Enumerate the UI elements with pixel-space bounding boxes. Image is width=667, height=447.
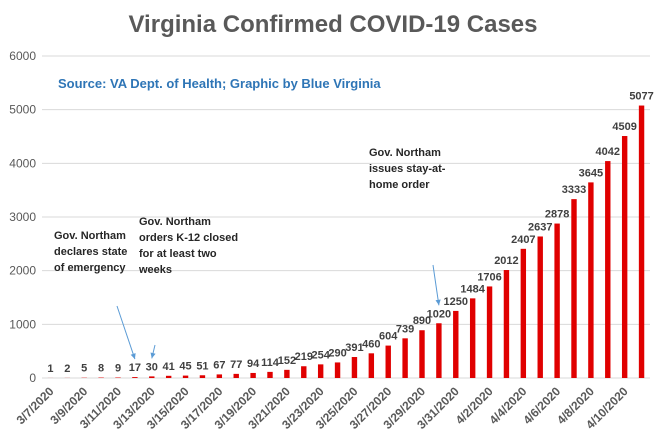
data-label: 8	[98, 363, 104, 375]
bar	[199, 375, 206, 378]
y-tick-label: 6000	[9, 49, 36, 63]
bar	[165, 375, 172, 378]
data-label: 17	[129, 362, 141, 374]
annotation-text: Gov. Northam orders K-12 closed for at lea…	[138, 216, 238, 276]
y-tick-label: 4000	[9, 156, 36, 170]
bar	[334, 362, 341, 378]
data-label: 890	[413, 315, 431, 327]
data-label: 604	[379, 331, 398, 343]
bar	[419, 330, 425, 378]
data-label: 9	[115, 363, 121, 375]
bar	[267, 371, 273, 378]
data-label: 1	[47, 363, 53, 375]
chart-subtitle: Source: VA Dept. of Health; Graphic by B…	[58, 76, 381, 91]
data-label: 219	[295, 351, 313, 363]
y-tick-label: 0	[29, 371, 36, 385]
bar	[250, 372, 256, 378]
y-axis: 0 1000 2000 3000 4000 5000 6000	[9, 49, 36, 385]
bar	[503, 270, 510, 378]
bar	[571, 199, 577, 378]
bar	[621, 136, 628, 378]
data-label: 460	[362, 338, 380, 350]
gridlines	[42, 55, 650, 379]
data-label: 51	[196, 360, 208, 372]
data-label: 3333	[562, 184, 586, 196]
y-tick-label: 3000	[9, 210, 36, 224]
data-label: 41	[163, 361, 175, 373]
annotation-arrowhead	[130, 353, 136, 360]
data-label: 391	[345, 342, 363, 354]
data-label: 4509	[612, 121, 636, 133]
chart-title: Virginia Confirmed COVID-19 Cases	[128, 11, 537, 38]
bar	[132, 377, 138, 378]
data-label: 2637	[528, 221, 552, 233]
bar	[453, 310, 459, 378]
data-label: 3645	[579, 167, 603, 179]
annotation-arrowhead	[435, 299, 441, 306]
data-label: 1484	[460, 283, 485, 295]
data-label: 4042	[596, 146, 620, 158]
bar	[301, 366, 307, 378]
bar	[317, 364, 324, 378]
data-label: 2878	[545, 209, 569, 221]
bar	[233, 373, 239, 378]
bar	[588, 182, 594, 378]
bar	[520, 248, 527, 378]
data-label: 1020	[427, 308, 451, 320]
data-label: 5077	[629, 91, 653, 103]
data-label: 5	[81, 363, 87, 375]
data-label: 152	[278, 355, 296, 367]
bar	[385, 345, 391, 378]
data-label: 2012	[494, 255, 518, 267]
bar	[605, 161, 611, 378]
annotation-text: Gov. Northam issues stay-at-home order	[369, 147, 446, 191]
data-label: 30	[146, 361, 158, 373]
annotation-text: Gov. Northam declares state of emergency	[54, 230, 127, 274]
data-label: 67	[213, 359, 225, 371]
data-label: 739	[396, 323, 414, 335]
bar	[284, 369, 290, 378]
bar	[638, 105, 645, 378]
data-label: 290	[328, 347, 346, 359]
data-label: 2	[64, 363, 70, 375]
bar	[486, 286, 493, 378]
data-label: 114	[261, 357, 280, 369]
bar	[402, 338, 408, 378]
data-label: 94	[247, 358, 260, 370]
bar	[149, 376, 155, 378]
data-label: 45	[179, 361, 191, 373]
annotation-arrowhead	[150, 352, 156, 359]
bar	[351, 357, 358, 378]
annotations: Gov. Northam declares state of emergencyGo…	[54, 147, 446, 360]
y-tick-label: 2000	[9, 264, 36, 278]
annotation-arrow	[432, 264, 440, 306]
bar	[469, 298, 476, 378]
y-tick-label: 1000	[9, 317, 36, 331]
y-tick-label: 5000	[9, 103, 36, 117]
data-label: 1706	[477, 271, 501, 283]
bars	[47, 105, 645, 378]
data-labels: 1 2 5 8 9 17 30 41 45 51 67 77 94 1141522192542903914…	[47, 91, 653, 375]
annotation-arrow	[116, 305, 136, 360]
data-label: 2407	[511, 234, 535, 246]
x-axis: 3/7/20203/9/20203/11/20203/13/20203/15/2…	[14, 384, 631, 432]
bar	[368, 353, 375, 378]
data-label: 254	[311, 349, 330, 361]
bar	[436, 323, 442, 378]
data-label: 77	[230, 359, 242, 371]
data-label: 1250	[444, 296, 468, 308]
bar	[216, 374, 223, 378]
bar	[537, 236, 543, 378]
bar	[182, 375, 189, 378]
bar	[554, 223, 560, 378]
